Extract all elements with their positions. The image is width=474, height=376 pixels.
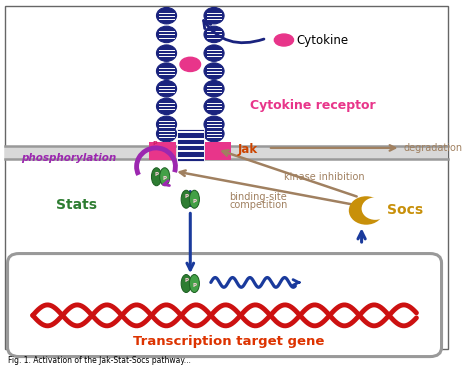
Text: P: P <box>184 278 188 284</box>
Text: Fig. 1. Activation of the Jak-Stat-Socs pathway...: Fig. 1. Activation of the Jak-Stat-Socs … <box>8 356 191 365</box>
Ellipse shape <box>181 274 191 293</box>
Text: degradation: degradation <box>404 143 463 153</box>
Text: Cytokine receptor: Cytokine receptor <box>250 99 375 112</box>
Text: Jak: Jak <box>237 143 257 156</box>
Ellipse shape <box>274 34 293 46</box>
Text: Socs: Socs <box>387 203 423 217</box>
Ellipse shape <box>190 274 200 293</box>
Bar <box>5 146 448 159</box>
Text: P: P <box>155 171 158 177</box>
Ellipse shape <box>160 168 170 186</box>
Circle shape <box>204 98 224 115</box>
Circle shape <box>362 197 389 220</box>
Text: competition: competition <box>229 200 288 210</box>
Circle shape <box>204 8 224 24</box>
Circle shape <box>156 98 177 115</box>
Circle shape <box>204 63 224 79</box>
Circle shape <box>156 45 177 61</box>
Text: kinase inhibition: kinase inhibition <box>284 172 365 182</box>
FancyArrowPatch shape <box>204 21 264 43</box>
Ellipse shape <box>190 190 200 208</box>
FancyBboxPatch shape <box>8 253 442 356</box>
Circle shape <box>156 116 177 133</box>
Ellipse shape <box>181 190 191 208</box>
Circle shape <box>204 26 224 42</box>
Circle shape <box>156 80 177 97</box>
Text: phosphorylation: phosphorylation <box>21 153 117 163</box>
Text: Transcription target gene: Transcription target gene <box>133 335 325 348</box>
Circle shape <box>204 116 224 133</box>
Text: P: P <box>163 176 167 181</box>
Circle shape <box>204 80 224 97</box>
Ellipse shape <box>152 168 162 186</box>
Text: Cytokine: Cytokine <box>297 33 349 47</box>
Circle shape <box>156 63 177 79</box>
Circle shape <box>349 196 383 225</box>
Circle shape <box>204 126 224 142</box>
Bar <box>177 129 204 161</box>
Circle shape <box>204 45 224 61</box>
Text: P: P <box>152 141 157 146</box>
Circle shape <box>156 8 177 24</box>
Text: P: P <box>192 283 196 288</box>
Ellipse shape <box>180 57 201 71</box>
Circle shape <box>156 126 177 142</box>
Text: Stats: Stats <box>55 198 97 212</box>
FancyBboxPatch shape <box>5 6 448 349</box>
Bar <box>149 141 176 159</box>
Circle shape <box>156 26 177 42</box>
Bar <box>205 141 231 159</box>
Text: binding-site: binding-site <box>229 193 287 203</box>
Text: P: P <box>184 194 188 199</box>
Text: P: P <box>192 199 196 203</box>
